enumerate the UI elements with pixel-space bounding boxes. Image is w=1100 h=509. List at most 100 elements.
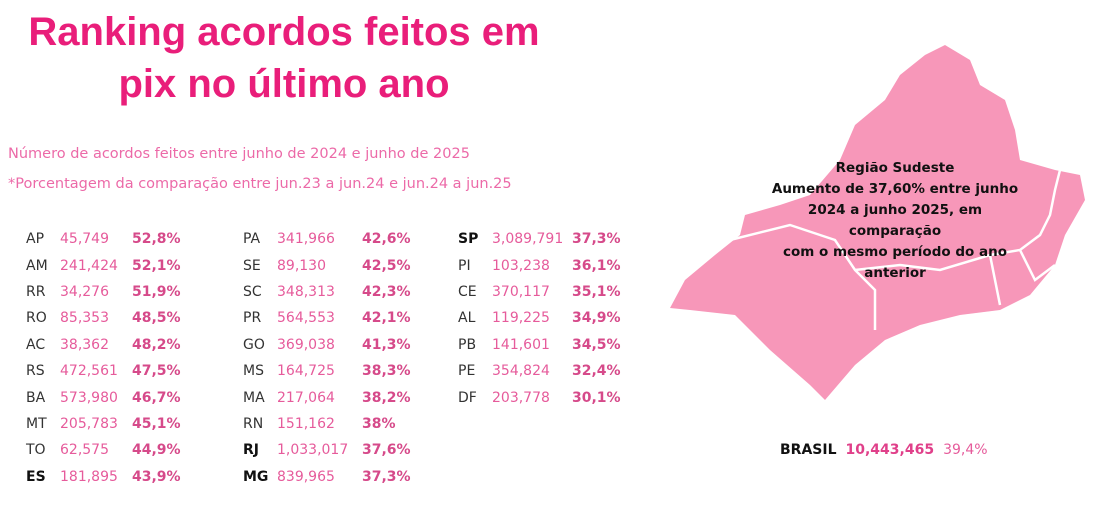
state-row: RS 472,561 47,5% <box>26 358 181 384</box>
state-code: TO <box>26 442 46 459</box>
state-pct: 30,1% <box>572 389 621 406</box>
state-code: PE <box>458 363 476 380</box>
state-row: SE 89,130 42,5% <box>243 252 411 278</box>
state-code: MA <box>243 389 265 406</box>
state-count: 370,117 <box>492 283 550 300</box>
state-code: AC <box>26 336 46 353</box>
state-pct: 36,1% <box>572 257 621 274</box>
state-code: GO <box>243 336 265 353</box>
state-pct: 37,6% <box>362 442 411 459</box>
map-shape <box>670 45 1085 400</box>
state-code: AM <box>26 257 48 274</box>
region-name: Região Sudeste <box>835 160 955 176</box>
state-count: 354,824 <box>492 363 550 380</box>
state-pct: 42,6% <box>362 231 411 248</box>
state-code: RN <box>243 415 264 432</box>
state-code: ES <box>26 468 46 485</box>
state-count: 203,778 <box>492 389 550 406</box>
state-pct: 48,2% <box>132 336 181 353</box>
state-count: 205,783 <box>60 415 118 432</box>
state-pct: 43,9% <box>132 468 181 485</box>
state-count: 839,965 <box>277 468 335 485</box>
title-line: Ranking acordos feitos em <box>28 10 540 54</box>
state-code: RO <box>26 310 47 327</box>
state-code: AL <box>458 310 476 327</box>
state-row: PR 564,553 42,1% <box>243 305 411 331</box>
state-count: 573,980 <box>60 389 118 406</box>
state-count: 141,601 <box>492 336 550 353</box>
state-count: 564,553 <box>277 310 335 327</box>
state-pct: 51,9% <box>132 283 181 300</box>
state-row: MT 205,783 45,1% <box>26 411 181 437</box>
brasil-pct: 39,4% <box>943 442 988 458</box>
state-count: 3,089,791 <box>492 231 564 248</box>
ranking-column-2: PA 341,966 42,6% SE 89,130 42,5% SC 348,313 42,3… <box>243 226 411 490</box>
state-pct: 52,1% <box>132 257 181 274</box>
state-pct: 41,3% <box>362 336 411 353</box>
state-code: BA <box>26 389 46 406</box>
state-row: PA 341,966 42,6% <box>243 226 411 252</box>
state-row: MG 839,965 37,3% <box>243 464 411 490</box>
ranking-column-1: AP 45,749 52,8% AM 241,424 52,1% RR 34,276 51,9%… <box>26 226 181 490</box>
state-pct: 42,3% <box>362 283 411 300</box>
state-row: RO 85,353 48,5% <box>26 305 181 331</box>
state-count: 119,225 <box>492 310 550 327</box>
state-code: RJ <box>243 442 259 459</box>
state-code: DF <box>458 389 477 406</box>
state-row: SC 348,313 42,3% <box>243 279 411 305</box>
state-code: SC <box>243 283 262 300</box>
state-code: SP <box>458 231 479 248</box>
state-row: PI 103,238 36,1% <box>458 252 621 278</box>
brasil-value: 10,443,465 <box>845 442 935 458</box>
state-row: RN 151,162 38% <box>243 411 411 437</box>
state-row: ES 181,895 43,9% <box>26 464 181 490</box>
state-code: PB <box>458 336 477 353</box>
annotation-line: Aumento de 37,60% entre junho <box>771 181 1019 197</box>
state-pct: 46,7% <box>132 389 181 406</box>
annotation-line: com o mesmo período do ano <box>783 244 1007 260</box>
state-code: CE <box>458 283 477 300</box>
state-count: 181,895 <box>60 468 118 485</box>
state-count: 85,353 <box>60 310 109 327</box>
state-code: RR <box>26 283 46 300</box>
state-pct: 48,5% <box>132 310 181 327</box>
state-row: MS 164,725 38,3% <box>243 358 411 384</box>
state-pct: 42,1% <box>362 310 411 327</box>
state-row: DF 203,778 30,1% <box>458 384 621 410</box>
state-pct: 47,5% <box>132 363 181 380</box>
state-code: MT <box>26 415 47 432</box>
title-line: pix no último ano <box>118 62 450 106</box>
annotation-line: 2024 a junho 2025, em comparação <box>807 202 983 239</box>
state-pct: 38,2% <box>362 389 411 406</box>
state-count: 341,966 <box>277 231 335 248</box>
state-count: 151,162 <box>277 415 335 432</box>
state-count: 241,424 <box>60 257 118 274</box>
state-count: 348,313 <box>277 283 335 300</box>
state-count: 34,276 <box>60 283 109 300</box>
state-code: PA <box>243 231 261 248</box>
ranking-column-3: SP 3,089,791 37,3% PI 103,238 36,1% CE 370,117 3… <box>458 226 621 411</box>
state-row: RR 34,276 51,9% <box>26 279 181 305</box>
state-count: 1,033,017 <box>277 442 349 459</box>
state-pct: 45,1% <box>132 415 181 432</box>
state-pct: 34,9% <box>572 310 621 327</box>
state-pct: 37,3% <box>572 231 621 248</box>
state-row: AL 119,225 34,9% <box>458 305 621 331</box>
state-count: 369,038 <box>277 336 335 353</box>
brasil-label: BRASIL <box>780 442 837 458</box>
state-pct: 38% <box>362 415 396 432</box>
state-row: TO 62,575 44,9% <box>26 437 181 463</box>
southeast-region-map <box>670 45 1085 400</box>
state-count: 89,130 <box>277 257 326 274</box>
state-row: AP 45,749 52,8% <box>26 226 181 252</box>
state-code: PR <box>243 310 262 327</box>
map-annotation: Região Sudeste Aumento de 37,60% entre j… <box>765 158 1025 284</box>
page-title: Ranking acordos feitos em pix no último a… <box>0 6 568 110</box>
state-count: 38,362 <box>60 336 109 353</box>
state-code: AP <box>26 231 45 248</box>
brasil-total: BRASIL 10,443,465 39,4% <box>780 442 988 458</box>
state-count: 45,749 <box>60 231 109 248</box>
state-row: RJ 1,033,017 37,6% <box>243 437 411 463</box>
state-code: RS <box>26 363 45 380</box>
state-row: GO 369,038 41,3% <box>243 332 411 358</box>
